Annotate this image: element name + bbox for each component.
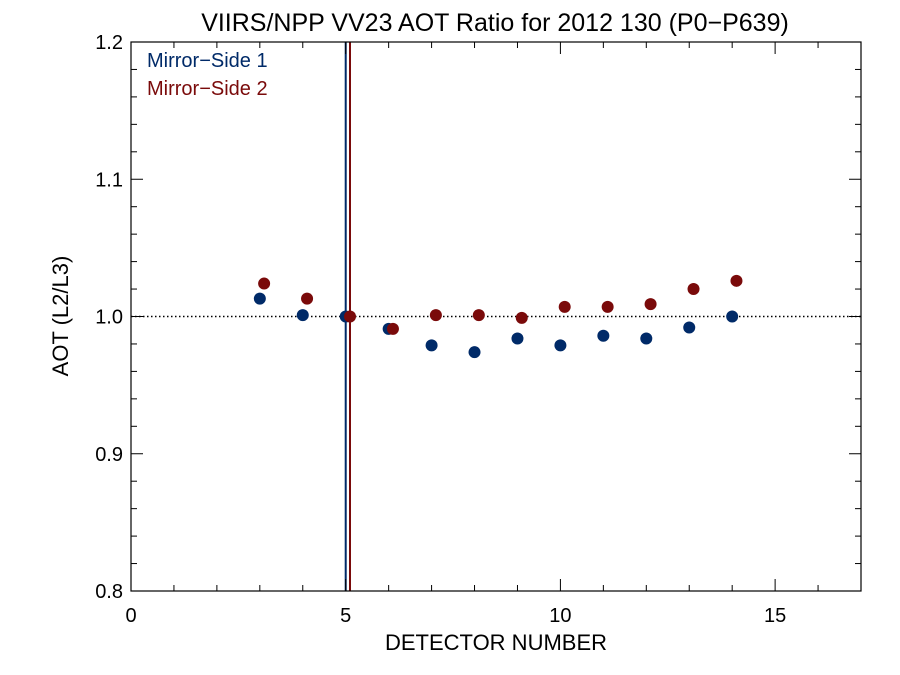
series-1-point: [425, 339, 438, 352]
series-1-point: [511, 332, 524, 345]
series-2-point: [558, 300, 571, 313]
x-tick-label: 10: [549, 605, 571, 627]
series-2-point: [644, 298, 657, 311]
series-1-point: [468, 346, 481, 359]
y-tick-label: 1.0: [95, 307, 123, 329]
legend-entry-2: Mirror−Side 2: [147, 78, 268, 100]
legend: Mirror−Side 1 Mirror−Side 2: [147, 50, 268, 100]
axis-tick-labels: 0 5 10 15 0.8 0.9 1.0 1.1 1.2: [95, 32, 786, 627]
series-1-point: [597, 329, 610, 342]
y-tick-label: 1.1: [95, 169, 123, 191]
y-tick-label: 0.9: [95, 444, 123, 466]
series-2-point: [429, 309, 442, 322]
legend-entry-1: Mirror−Side 1: [147, 50, 268, 72]
series-2-point: [515, 311, 528, 324]
series-2-point: [601, 300, 614, 313]
y-tick-label: 0.8: [95, 581, 123, 603]
series-2-point: [386, 322, 399, 335]
series-2-point: [258, 277, 271, 290]
axis-ticks: [130, 41, 862, 592]
y-tick-label: 1.2: [95, 32, 123, 54]
series-1-point: [683, 321, 696, 334]
x-tick-label: 15: [764, 605, 786, 627]
series-1-point: [640, 332, 653, 345]
series-1-point: [253, 292, 266, 305]
series-2-point: [687, 283, 700, 296]
series-1-point: [554, 339, 567, 352]
series-2-point: [730, 274, 743, 287]
series-2-point: [344, 310, 356, 323]
x-axis-label: DETECTOR NUMBER: [385, 630, 607, 655]
x-tick-label: 0: [125, 605, 136, 627]
series-1-point: [296, 309, 309, 322]
x-tick-label: 5: [340, 605, 351, 627]
plot-area: [131, 42, 861, 591]
series-1-point: [726, 310, 739, 323]
y-axis-label: AOT (L2/L3): [48, 256, 73, 377]
chart-title: VIIRS/NPP VV23 AOT Ratio for 2012 130 (P…: [201, 9, 789, 37]
series-2-point: [472, 309, 485, 322]
series-2-point: [301, 292, 314, 305]
